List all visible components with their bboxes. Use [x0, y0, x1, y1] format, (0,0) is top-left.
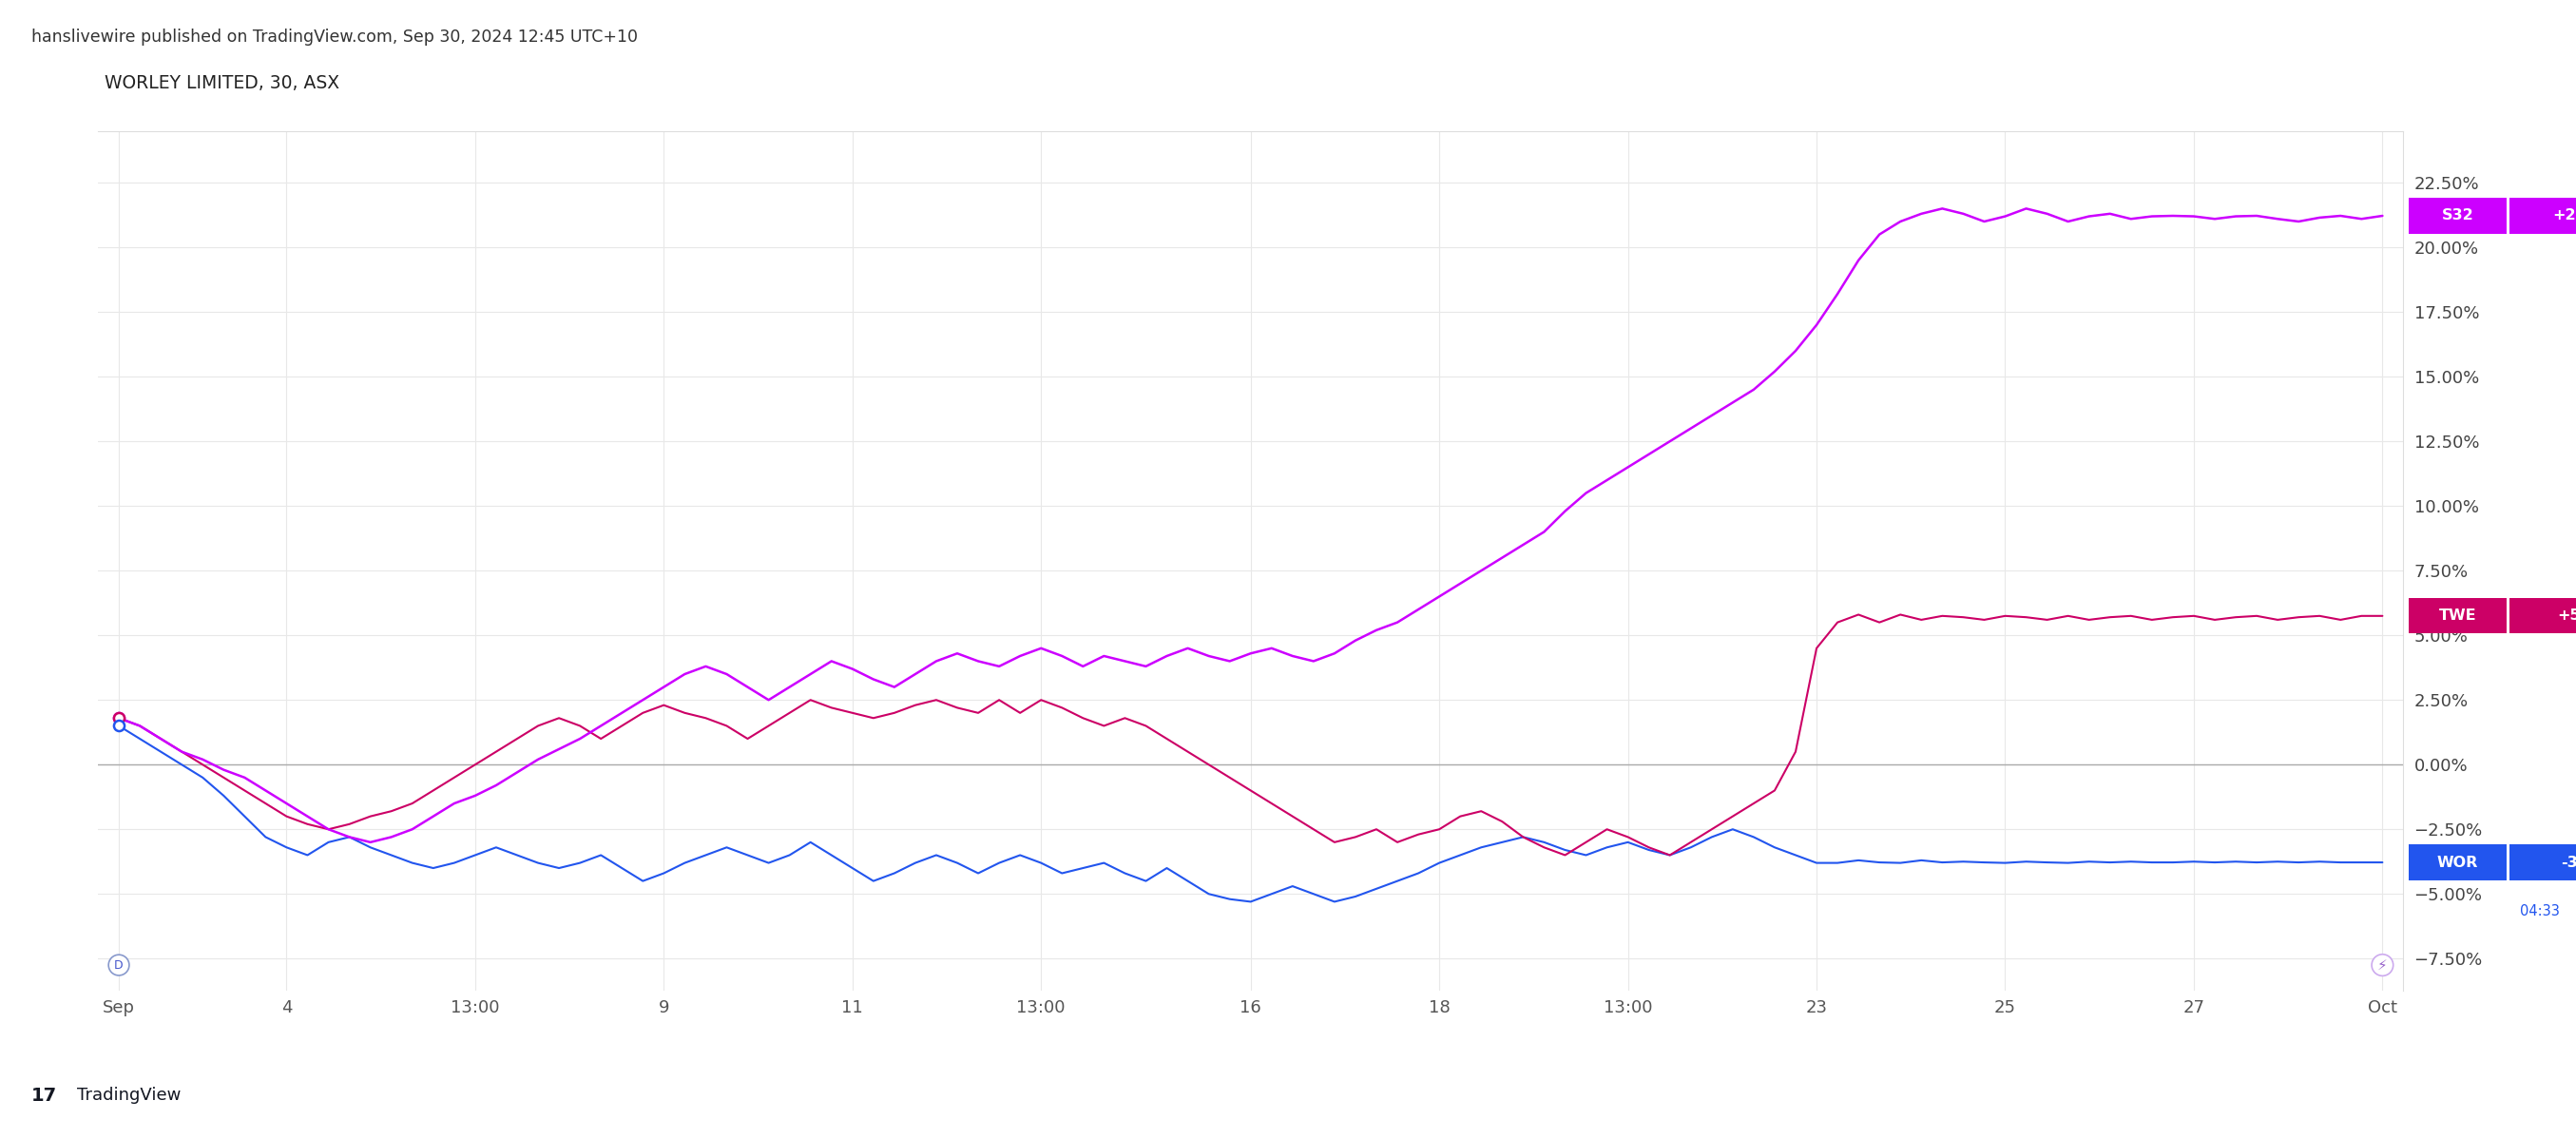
Text: ⚡: ⚡ — [2378, 958, 2388, 973]
Text: hanslivewire published on TradingView.com, Sep 30, 2024 12:45 UTC+10: hanslivewire published on TradingView.co… — [31, 28, 636, 46]
Text: WOR: WOR — [2437, 855, 2478, 869]
Text: +21.22%: +21.22% — [2553, 208, 2576, 223]
Text: WORLEY LIMITED, 30, ASX: WORLEY LIMITED, 30, ASX — [106, 74, 340, 92]
Text: +5.75%: +5.75% — [2558, 608, 2576, 623]
Text: S32: S32 — [2442, 208, 2473, 223]
Text: TWE: TWE — [2439, 608, 2476, 623]
Text: -3.78%: -3.78% — [2561, 855, 2576, 869]
Text: TradingView: TradingView — [77, 1087, 180, 1105]
Text: 04:33: 04:33 — [2519, 904, 2561, 918]
Text: 17: 17 — [31, 1087, 57, 1105]
Text: D: D — [113, 959, 124, 972]
